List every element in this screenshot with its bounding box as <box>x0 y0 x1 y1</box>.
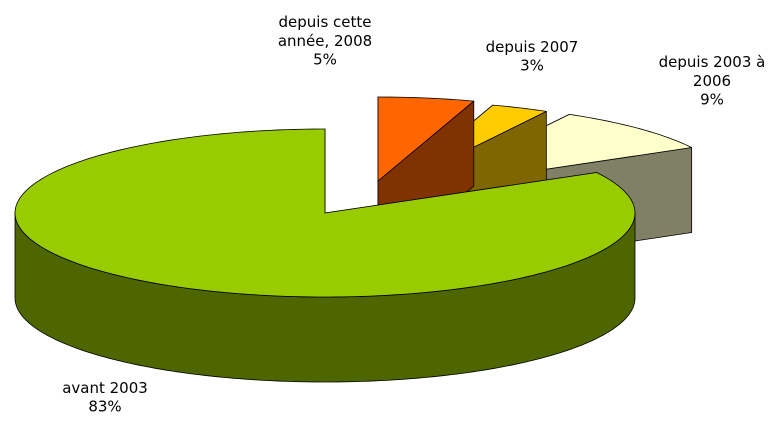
slice-top <box>377 96 475 182</box>
slice-value-label: 9% <box>700 91 724 109</box>
slice-top <box>14 128 636 298</box>
slice <box>14 128 636 383</box>
slice-label: avant 2003 <box>62 379 148 397</box>
slice-value-label: 83% <box>88 398 121 416</box>
slice-value-label: 3% <box>520 57 544 75</box>
slice-label: depuis 2007 <box>486 38 579 56</box>
slice-value-label: 5% <box>313 51 337 69</box>
slice-label: depuis cette année, 2008 <box>278 13 372 50</box>
slice-label: depuis 2003 à 2006 <box>659 53 766 90</box>
